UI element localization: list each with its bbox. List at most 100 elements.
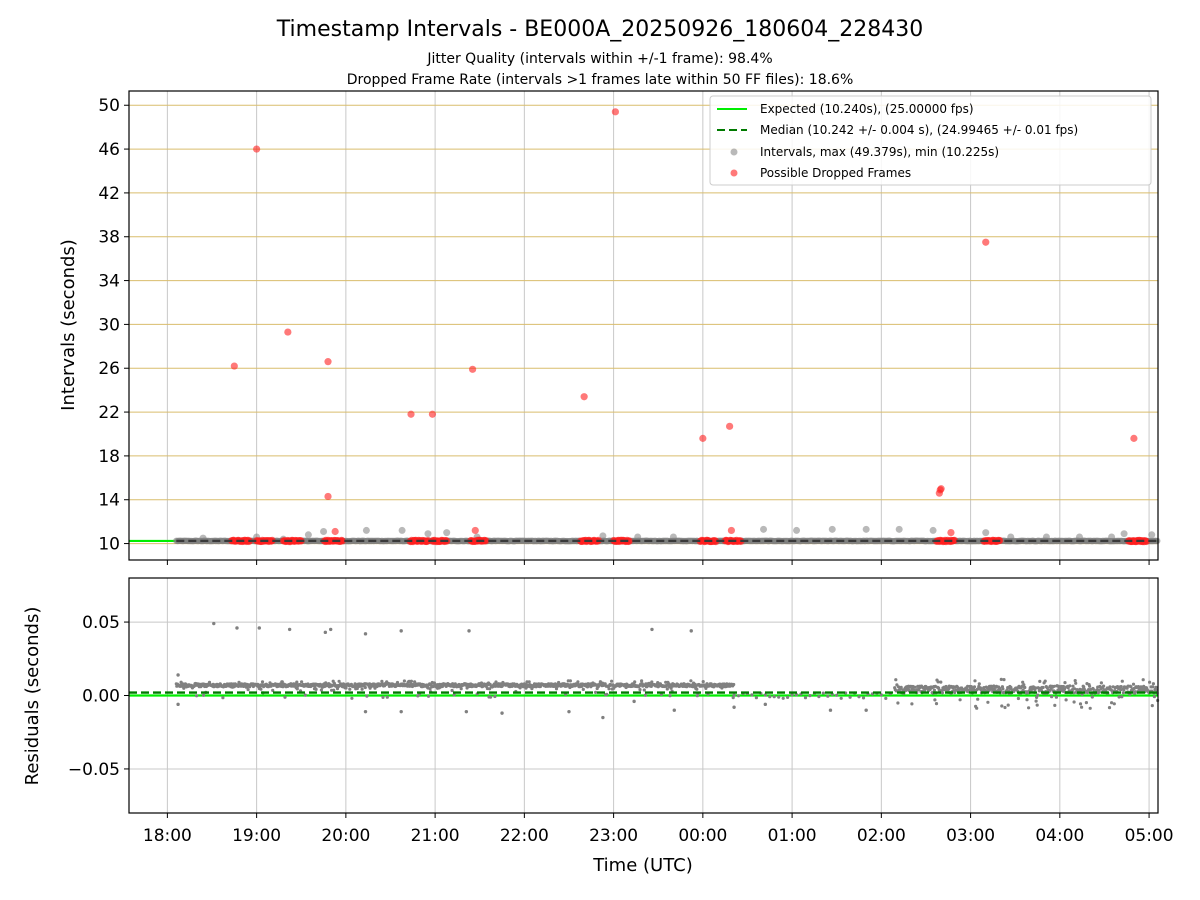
residual-point — [973, 679, 977, 683]
residual-point — [323, 630, 328, 635]
residual-point — [1043, 679, 1047, 683]
interval-point — [1075, 533, 1083, 541]
residual-point — [1068, 684, 1072, 688]
residual-point — [1016, 696, 1021, 701]
interval-point — [1120, 530, 1128, 538]
residual-point — [826, 694, 830, 698]
residual-point — [633, 680, 637, 684]
residual-point — [479, 681, 484, 685]
residual-point — [1027, 706, 1031, 710]
residual-point — [176, 702, 180, 707]
x-tick-label: 22:00 — [500, 826, 549, 846]
x-tick-label: 23:00 — [589, 826, 638, 846]
interval-point — [793, 526, 801, 534]
residual-point — [1151, 685, 1155, 689]
residual-point — [1041, 685, 1045, 690]
residual-point — [781, 696, 785, 700]
residuals-y-tick-label: 0.05 — [82, 613, 120, 633]
residual-point — [650, 680, 654, 684]
interval-point — [1148, 531, 1156, 539]
residual-point — [879, 693, 883, 697]
residual-point — [527, 680, 531, 684]
residual-point — [562, 682, 567, 686]
residual-point — [999, 677, 1003, 682]
residual-point — [1151, 682, 1155, 686]
residual-point — [835, 693, 839, 697]
residual-point — [772, 695, 776, 699]
interval-point — [1007, 533, 1015, 541]
residual-point — [1034, 686, 1038, 690]
dropped-frame-point — [253, 145, 261, 153]
residual-point — [385, 695, 389, 699]
residual-point — [1072, 700, 1076, 704]
residuals-x-ticks: 18:00 19:00 20:00 21:00 22:00 23:00 00:00 01:00… — [143, 813, 1174, 846]
residual-point — [672, 708, 676, 712]
interval-point — [669, 533, 677, 541]
residual-point — [821, 691, 825, 695]
interval-point — [1154, 537, 1161, 545]
residual-point — [910, 702, 914, 706]
intervals-y-tick-label: 30 — [98, 315, 120, 335]
residual-point — [344, 686, 348, 690]
residual-point — [732, 693, 736, 697]
residual-point — [303, 693, 307, 697]
interval-point — [1042, 533, 1050, 541]
residual-point — [568, 679, 573, 683]
residual-point — [500, 711, 504, 715]
residual-point — [399, 629, 403, 633]
residual-point — [1129, 685, 1133, 689]
residual-point — [705, 682, 709, 686]
dropped-frame-point — [407, 410, 415, 418]
residual-point — [488, 687, 492, 691]
legend-dropped-label: Possible Dropped Frames — [760, 166, 911, 180]
residual-point — [940, 691, 945, 695]
residual-point — [1141, 678, 1145, 682]
x-tick-label: 03:00 — [946, 826, 995, 846]
x-tick-label: 01:00 — [768, 826, 817, 846]
residual-point — [763, 693, 767, 697]
residual-point — [1090, 695, 1094, 699]
residual-point — [538, 684, 543, 689]
residual-point — [381, 695, 385, 700]
residual-point — [763, 702, 768, 707]
dropped-frame-point — [482, 537, 490, 545]
intervals-y-tick-label: 46 — [98, 140, 120, 160]
residual-point — [1120, 679, 1124, 683]
residual-point — [1099, 681, 1103, 685]
residual-point — [576, 680, 580, 684]
dropped-frame-point — [611, 108, 619, 116]
residual-point — [848, 695, 852, 699]
legend-intervals-label: Intervals, max (49.379s), min (10.225s) — [760, 145, 999, 159]
residual-point — [260, 680, 265, 684]
intervals-y-tick-label: 50 — [98, 96, 120, 116]
residual-point — [732, 705, 736, 709]
residual-point — [413, 680, 417, 684]
intervals-y-axis-label: Intervals (seconds) — [58, 239, 79, 411]
interval-point — [828, 525, 836, 533]
chart-subtitle-dropped: Dropped Frame Rate (intervals >1 frames … — [347, 72, 854, 88]
legend-median-label: Median (10.242 +/- 0.004 s), (24.99465 +… — [760, 123, 1078, 137]
residual-point — [363, 632, 368, 636]
residual-point — [1022, 683, 1026, 687]
residual-point — [452, 693, 456, 697]
residual-point — [1080, 705, 1084, 709]
residual-point — [1001, 687, 1005, 691]
residual-point — [409, 679, 413, 683]
dropped-frame-point — [324, 358, 332, 366]
residual-point — [1071, 684, 1075, 688]
residual-point — [182, 686, 186, 690]
residual-point — [337, 679, 341, 683]
interval-point — [760, 525, 768, 533]
residual-point — [884, 696, 888, 701]
residual-point — [750, 693, 754, 697]
residual-point — [896, 701, 900, 705]
interval-point — [929, 526, 937, 534]
intervals-y-tick-label: 22 — [98, 403, 120, 423]
residual-point — [1112, 702, 1116, 706]
residuals-series — [129, 621, 1160, 720]
residual-point — [786, 695, 790, 700]
residual-point — [348, 687, 352, 691]
residual-point — [1053, 703, 1057, 708]
residual-point — [777, 695, 781, 699]
residual-point — [493, 694, 497, 699]
